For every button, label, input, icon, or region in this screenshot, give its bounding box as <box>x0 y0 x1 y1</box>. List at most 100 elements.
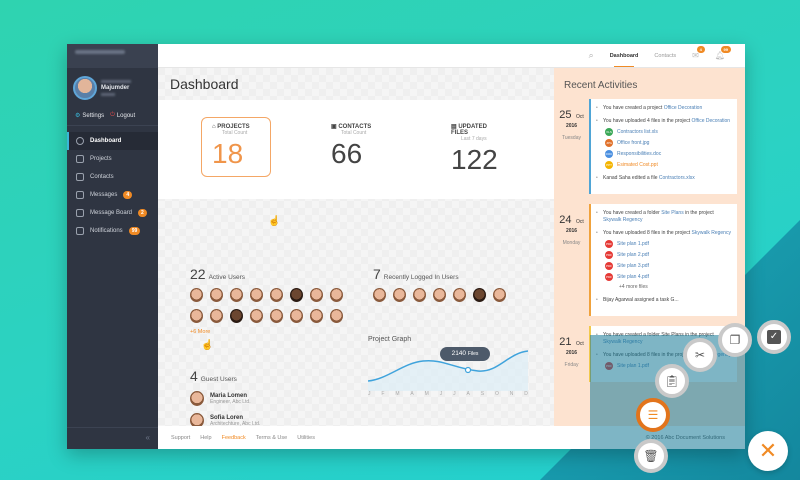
footer-link-terms[interactable]: Terms & Use <box>255 434 288 441</box>
search-icon[interactable]: ⌕ <box>588 50 594 60</box>
sidebar-item-message-board[interactable]: Message Board 2 <box>67 204 158 222</box>
project-graph-chart[interactable] <box>368 343 528 391</box>
footer-link-feedback[interactable]: Feedback <box>221 434 246 441</box>
avatar[interactable] <box>290 288 303 302</box>
stat-projects[interactable]: ⌂ PROJECTS Total Count 18 <box>201 117 271 177</box>
project-link[interactable]: Skywalk Regency <box>691 230 731 236</box>
contacts-icon: ▣ <box>331 124 337 130</box>
avatar[interactable] <box>210 309 223 323</box>
file-link[interactable]: PPT Esimated Cost.ppt <box>605 161 658 169</box>
activities-title: Recent Activities <box>564 80 638 91</box>
footer-link-utilities[interactable]: Utilities <box>297 434 315 441</box>
guest-user[interactable]: Sofia Loren Architechture, Abc Ltd. <box>190 413 260 428</box>
home-icon <box>76 155 84 163</box>
avatar[interactable] <box>290 309 303 323</box>
avatar[interactable] <box>493 288 506 302</box>
ppt-file-icon: PPT <box>605 161 613 169</box>
top-bar: ⌕ Dashboard Contacts ✉ 4 🔔︎ 99 <box>158 44 745 68</box>
mail-button[interactable]: ✉ 4 <box>692 46 705 60</box>
settings-link[interactable]: ⚙ Settings <box>75 112 105 120</box>
logout-link[interactable]: ⏻ Logout <box>110 112 136 119</box>
avatar[interactable] <box>250 309 263 323</box>
sidebar-item-dashboard[interactable]: Dashboard <box>67 132 158 150</box>
star-icon <box>76 209 84 217</box>
avatar[interactable] <box>453 288 466 302</box>
close-fab-button[interactable]: ✕ <box>748 431 788 471</box>
avatar[interactable] <box>393 288 406 302</box>
graph-tooltip: 2140 Files <box>451 350 479 357</box>
file-link[interactable]: Contractors.xlsx <box>658 175 695 181</box>
folder-link[interactable]: Site Plans <box>661 210 684 216</box>
delete-button[interactable]: 🗑︎ <box>634 439 668 473</box>
project-link[interactable]: Office Decoration <box>663 105 703 111</box>
select-all-button[interactable]: ✓ <box>757 320 791 354</box>
sidebar-item-projects[interactable]: Projects <box>67 150 158 168</box>
power-icon: ⏻ <box>110 112 115 118</box>
add-list-icon: ☰ <box>647 408 659 422</box>
avatar[interactable] <box>330 309 343 323</box>
jpg-file-icon: JPG <box>605 139 613 147</box>
tab-dashboard[interactable]: Dashboard <box>609 52 639 67</box>
paste-icon: 📋︎ <box>664 374 680 388</box>
avatar[interactable] <box>310 288 323 302</box>
user-name: Majumder <box>101 85 130 91</box>
footer-link-support[interactable]: Support <box>171 434 191 441</box>
active-users-avatars <box>190 288 343 323</box>
avatar[interactable] <box>413 288 426 302</box>
paste-button[interactable]: 📋︎ <box>655 364 689 398</box>
messages-badge: 4 <box>123 191 133 199</box>
cut-button[interactable]: ✂ <box>683 338 717 372</box>
stat-contacts[interactable]: ▣ CONTACTS Total Count 66 <box>331 124 372 169</box>
more-active-users-link[interactable]: +6 More <box>190 329 211 335</box>
avatar[interactable] <box>473 288 486 302</box>
sidebar-item-notifications[interactable]: Notifications 99 <box>67 222 158 240</box>
pdf-file-icon: PDF <box>605 251 613 259</box>
add-list-button[interactable]: ☰ <box>636 398 670 432</box>
cut-icon: ✂ <box>694 348 706 362</box>
file-link[interactable]: DOC Responsibilities.doc <box>605 150 662 158</box>
file-link[interactable]: PDF Site plan 3.pdf <box>605 262 649 270</box>
recent-users-section: 7 Recently Logged In Users <box>373 266 526 302</box>
avatar[interactable] <box>330 288 343 302</box>
avatar[interactable] <box>433 288 446 302</box>
stats-row: ⌂ PROJECTS Total Count 18 ▣ CONTACTS Tot… <box>158 100 554 199</box>
page-title: Dashboard <box>170 76 239 92</box>
sidebar: Majumder ⚙ Settings ⏻ Logout Dashboard Pro… <box>67 44 158 449</box>
activity-item: You have uploaded 8 files in the project… <box>596 230 732 291</box>
footer-link-help[interactable]: Help <box>200 434 212 441</box>
notifications-button[interactable]: 🔔︎ 99 <box>714 46 731 60</box>
file-link[interactable]: JPG Office front.jpg <box>605 139 650 147</box>
guest-user[interactable]: Maria Lomen Engineer, Abc Ltd. <box>190 391 260 406</box>
file-link[interactable]: PDF Site plan 4.pdf <box>605 273 649 281</box>
bell-icon: 🔔︎ <box>714 51 725 60</box>
avatar[interactable] <box>190 288 203 302</box>
avatar[interactable] <box>210 288 223 302</box>
file-link[interactable]: PDF Site plan 2.pdf <box>605 251 649 259</box>
sidebar-item-messages[interactable]: Messages 4 <box>67 186 158 204</box>
project-link[interactable]: Skywalk Regency <box>603 217 643 223</box>
avatar[interactable] <box>373 288 386 302</box>
avatar[interactable] <box>270 288 283 302</box>
avatar <box>190 391 204 406</box>
avatar[interactable] <box>270 309 283 323</box>
collapse-sidebar-button[interactable]: « <box>67 427 158 449</box>
avatar[interactable] <box>250 288 263 302</box>
copy-button[interactable]: ❐ <box>718 323 752 357</box>
trash-icon: 🗑︎ <box>643 449 659 463</box>
activity-item: Kanad Saha edited a file Contractors.xls… <box>596 175 732 182</box>
stat-updated-files[interactable]: ▤ UPDATED FILES Last 7 days 122 <box>451 124 498 175</box>
sidebar-item-contacts[interactable]: Contacts <box>67 168 158 186</box>
user-profile[interactable]: Majumder <box>67 68 158 106</box>
avatar[interactable] <box>310 309 323 323</box>
more-files-link[interactable]: +4 more files <box>619 284 648 290</box>
avatar[interactable] <box>230 309 243 323</box>
project-link[interactable]: Office Decoration <box>691 118 731 124</box>
avatar[interactable] <box>230 288 243 302</box>
file-link[interactable]: XLS Contractors list.xls <box>605 128 658 136</box>
pdf-file-icon: PDF <box>605 262 613 270</box>
tab-contacts[interactable]: Contacts <box>654 52 677 59</box>
avatar[interactable] <box>190 309 203 323</box>
hand-cursor-icon: ☝ <box>268 216 281 227</box>
